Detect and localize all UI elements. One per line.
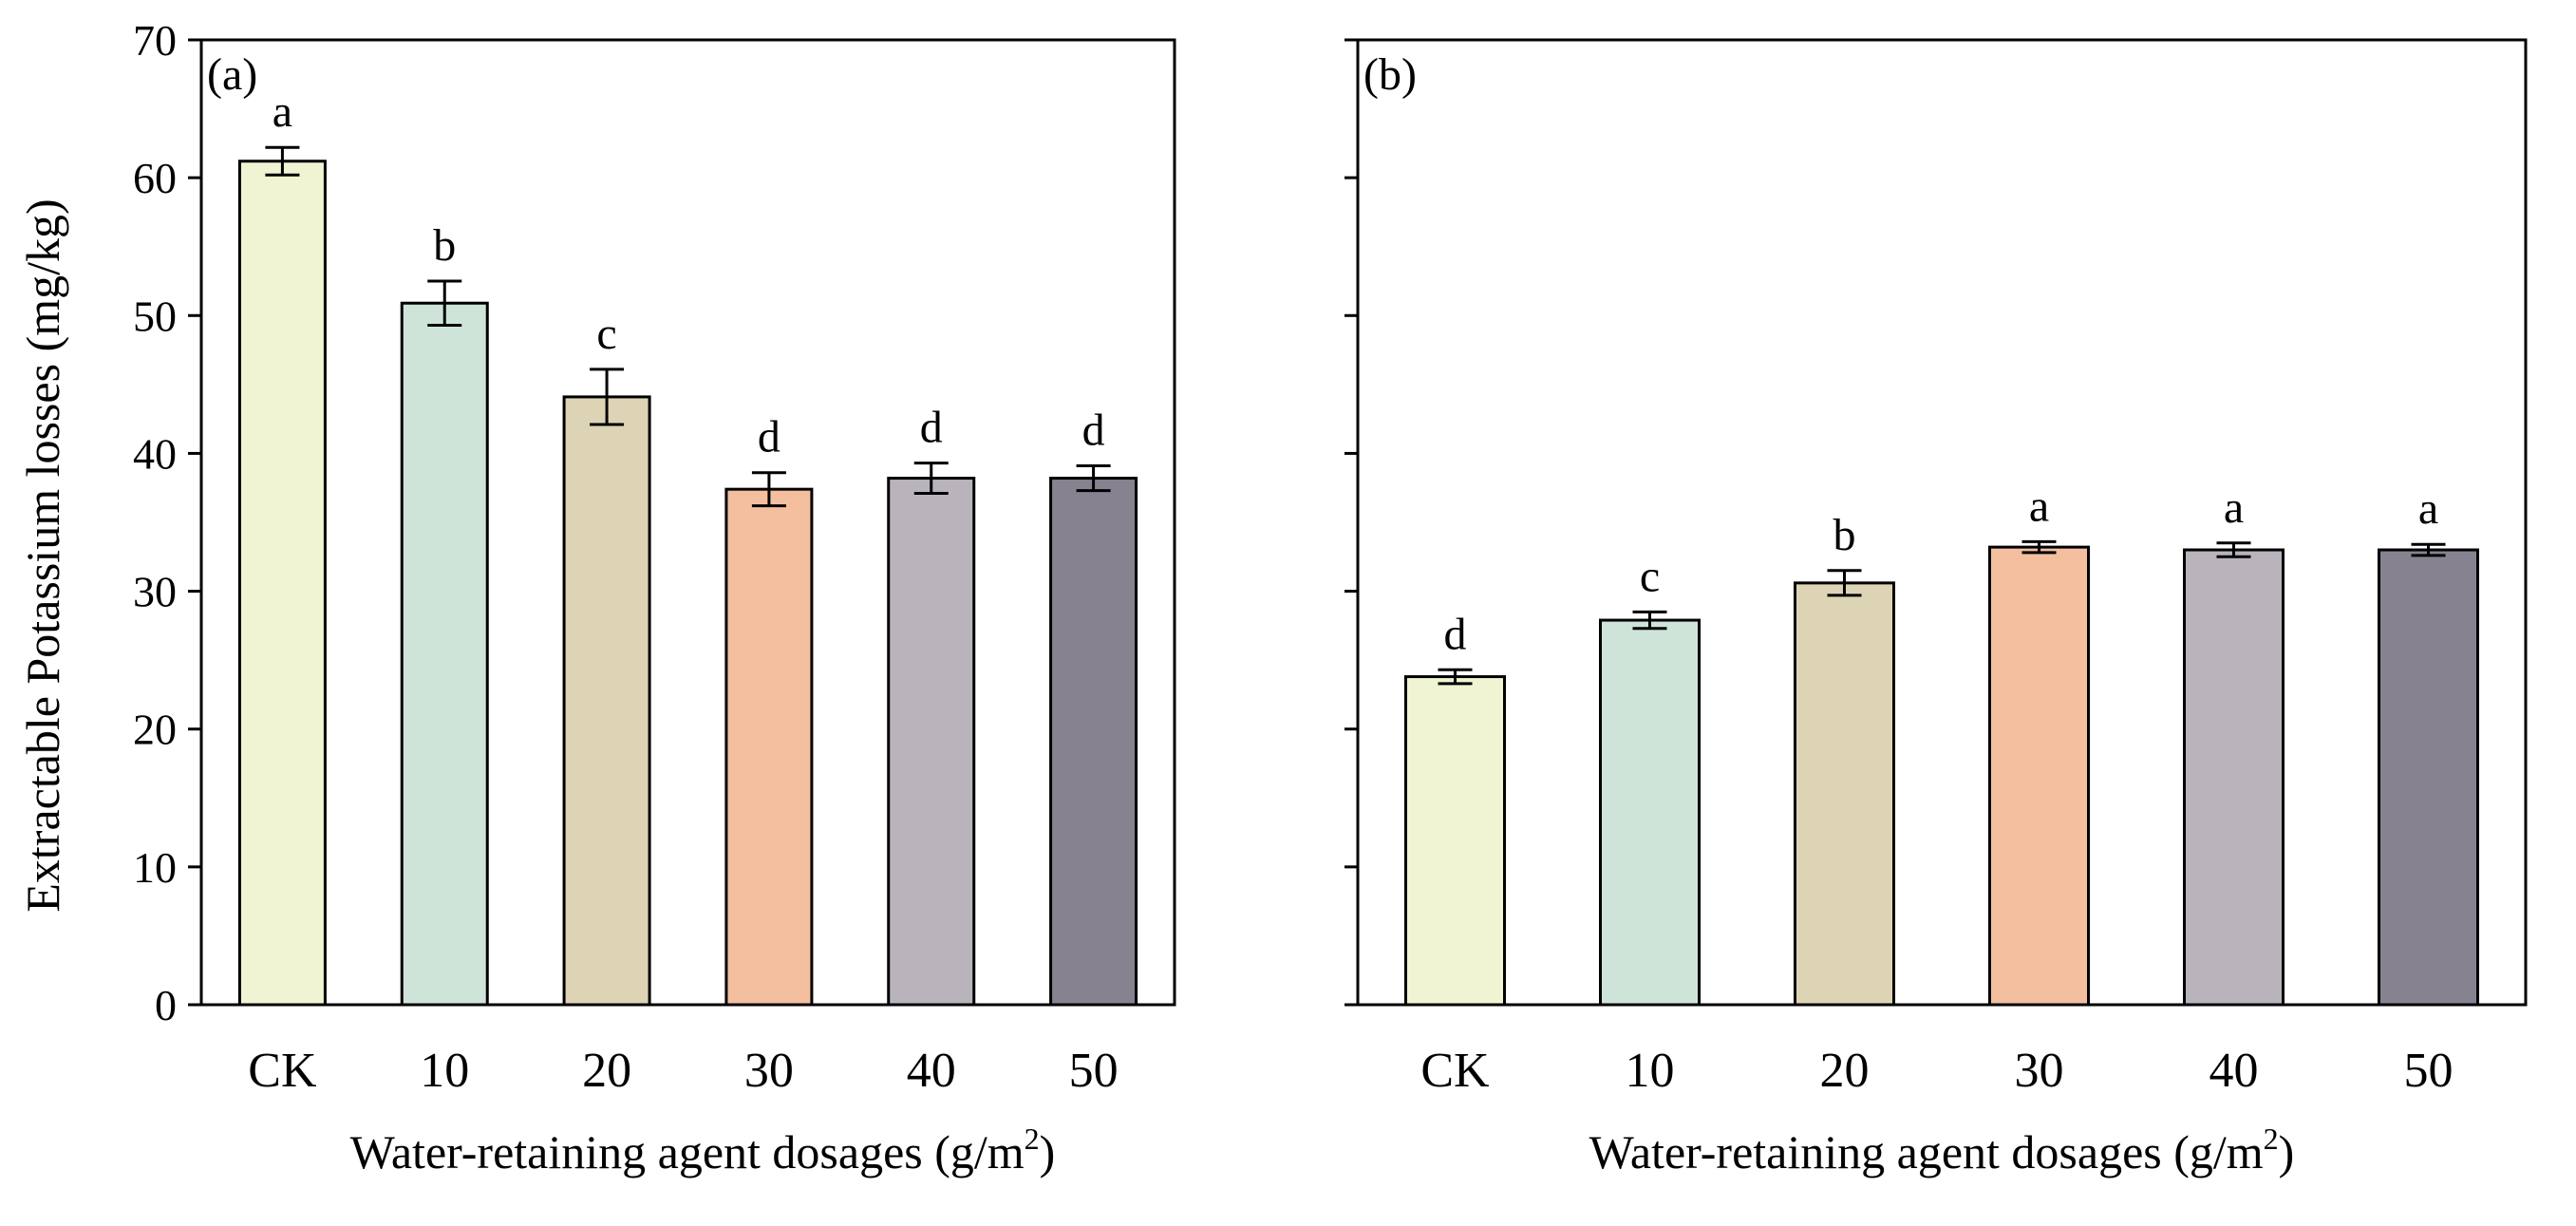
significance-letter: a	[2029, 481, 2049, 531]
y-tick-label: 60	[133, 154, 177, 202]
significance-letter: d	[1444, 609, 1467, 659]
x-category-label: 20	[1820, 1044, 1870, 1098]
x-axis-title: Water-retaining agent dosages (g/m2)	[1589, 1122, 2295, 1179]
significance-letter: a	[2224, 482, 2244, 533]
y-tick-label: 40	[133, 429, 177, 478]
significance-letter: a	[273, 86, 292, 137]
bar-20	[1794, 581, 1895, 1007]
x-category-label: 50	[1069, 1044, 1119, 1098]
x-category-label: 40	[2209, 1044, 2259, 1098]
y-tick-label: 50	[133, 292, 177, 340]
significance-letter: c	[596, 309, 616, 359]
x-category-label: CK	[248, 1044, 317, 1098]
y-tick-label: 30	[133, 568, 177, 616]
bar-40	[2183, 548, 2285, 1007]
bar-50	[1049, 477, 1138, 1007]
x-axis-title-superscript: 2	[1025, 1122, 1040, 1156]
bar-30	[724, 487, 814, 1007]
x-axis-title: Water-retaining agent dosages (g/m2)	[350, 1122, 1056, 1179]
bar-20	[562, 395, 651, 1007]
x-category-label: 10	[420, 1044, 469, 1098]
significance-letter: d	[1082, 405, 1105, 455]
panel-label: (b)	[1363, 49, 1417, 100]
x-category-label: CK	[1420, 1044, 1490, 1098]
bar-30	[1988, 545, 2090, 1007]
significance-letter: b	[1833, 510, 1856, 560]
x-category-label: 40	[907, 1044, 956, 1098]
significance-letter: d	[758, 412, 780, 462]
significance-letter: b	[433, 220, 456, 271]
plot-frame	[199, 38, 1176, 1007]
x-category-label: 20	[582, 1044, 631, 1098]
x-category-label: 50	[2404, 1044, 2454, 1098]
significance-letter: c	[1640, 551, 1660, 601]
y-axis-title: Extractable Potassium losses (mg/kg)	[16, 198, 69, 912]
bar-40	[887, 477, 976, 1007]
bar-10	[1599, 618, 1701, 1007]
x-axis-title-superscript: 2	[2264, 1122, 2279, 1156]
x-category-label: 30	[2015, 1044, 2064, 1098]
y-tick-label: 10	[133, 843, 177, 892]
bar-ck	[237, 160, 327, 1007]
panel-label: (a)	[207, 49, 257, 100]
y-tick-label: 70	[133, 16, 177, 65]
panel-b: d CK c 10 b 20 a 30 a 40 a 50 (b) Water-retaining age…	[1344, 38, 2528, 1179]
x-category-label: 30	[744, 1044, 794, 1098]
significance-letter: d	[920, 403, 943, 453]
y-tick-label: 0	[155, 981, 177, 1029]
significance-letter: a	[2418, 483, 2438, 534]
bar-50	[2378, 548, 2479, 1007]
bar-10	[400, 301, 489, 1007]
bar-ck	[1404, 675, 1506, 1007]
y-tick-label: 20	[133, 706, 177, 754]
panel-a: 0 10 20 30 40 50 60 70 a CK b 10 c 20 d 30 d 40 d 50 (a) Wate…	[133, 16, 1176, 1179]
plot-frame	[1356, 38, 2528, 1007]
x-category-label: 10	[1626, 1044, 1675, 1098]
